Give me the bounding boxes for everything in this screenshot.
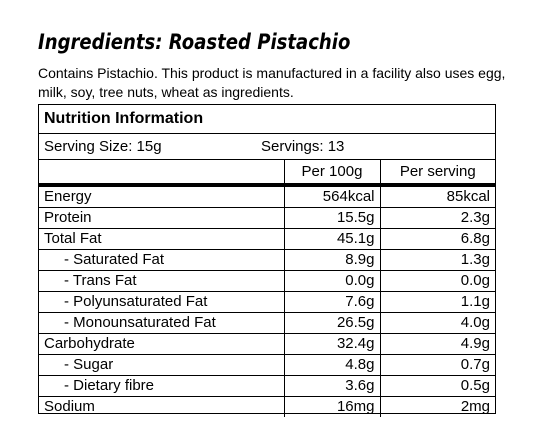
per-serving-value: 4.9g bbox=[379, 333, 495, 355]
nutrient-label: - Sugar bbox=[39, 354, 284, 376]
nutrient-label: - Polyunsaturated Fat bbox=[39, 291, 284, 313]
per-100g-value: 4.8g bbox=[283, 354, 380, 376]
nutrient-label: - Saturated Fat bbox=[39, 249, 284, 271]
per-100g-value: 3.6g bbox=[283, 375, 380, 397]
nutrient-row-sugar: - Sugar 4.8g 0.7g bbox=[39, 354, 495, 376]
nutrient-header bbox=[39, 160, 284, 187]
nutrient-label: Carbohydrate bbox=[39, 333, 284, 355]
per-serving-value: 6.8g bbox=[379, 228, 495, 250]
column-header-row: Per 100g Per serving bbox=[39, 160, 495, 187]
nutrient-row-trans-fat: - Trans Fat 0.0g 0.0g bbox=[39, 270, 495, 292]
per-100g-value: 0.0g bbox=[283, 270, 380, 292]
per-serving-header: Per serving bbox=[379, 160, 495, 187]
per-100g-value: 32.4g bbox=[283, 333, 380, 355]
per-100g-value: 45.1g bbox=[283, 228, 380, 250]
nutrient-row-carbohydrate: Carbohydrate 32.4g 4.9g bbox=[39, 333, 495, 355]
nutrition-table: Per 100g Per serving Energy 564kcal 85kc… bbox=[39, 160, 495, 418]
per-serving-value: 1.3g bbox=[379, 249, 495, 271]
nutrient-label: - Trans Fat bbox=[39, 270, 284, 292]
allergen-description: Contains Pistachio. This product is manu… bbox=[38, 65, 506, 100]
nutrient-label: Protein bbox=[39, 207, 284, 229]
nutrient-row-dietary-fibre: - Dietary fibre 3.6g 0.5g bbox=[39, 375, 495, 397]
nutrient-row-sodium: Sodium 16mg 2mg bbox=[39, 396, 495, 418]
nutrient-row-protein: Protein 15.5g 2.3g bbox=[39, 207, 495, 229]
nutrition-panel: Nutrition Information Serving Size: 15g … bbox=[38, 104, 496, 418]
nutrient-label: - Monounsaturated Fat bbox=[39, 312, 284, 334]
per-100g-value: 8.9g bbox=[283, 249, 380, 271]
serving-size: Serving Size: 15g bbox=[44, 138, 162, 155]
per-serving-value: 1.1g bbox=[379, 291, 495, 313]
per-serving-value: 0.5g bbox=[379, 375, 495, 397]
nutrient-label: - Dietary fibre bbox=[39, 375, 284, 397]
nutrient-row-energy: Energy 564kcal 85kcal bbox=[39, 185, 495, 208]
servings-count: Servings: 13 bbox=[261, 138, 345, 155]
nutrient-label: Sodium bbox=[39, 396, 284, 418]
per-serving-value: 4.0g bbox=[379, 312, 495, 334]
per-serving-value: 0.7g bbox=[379, 354, 495, 376]
per-100g-value: 15.5g bbox=[283, 207, 380, 229]
nutrient-label: Energy bbox=[44, 188, 92, 205]
per-serving-value: 2mg bbox=[379, 396, 495, 418]
per-100g-value: 7.6g bbox=[283, 291, 380, 313]
per-serving-value: 2.3g bbox=[379, 207, 495, 229]
nutrient-row-polyunsaturated-fat: - Polyunsaturated Fat 7.6g 1.1g bbox=[39, 291, 495, 313]
nutrient-row-total-fat: Total Fat 45.1g 6.8g bbox=[39, 228, 495, 250]
nutrition-panel-title: Nutrition Information bbox=[39, 105, 495, 134]
per-serving-value: 85kcal bbox=[379, 185, 495, 208]
nutrient-row-monounsaturated-fat: - Monounsaturated Fat 26.5g 4.0g bbox=[39, 312, 495, 334]
nutrient-label: Total Fat bbox=[39, 228, 284, 250]
serving-info-row: Serving Size: 15g Servings: 13 bbox=[39, 134, 495, 160]
per-serving-value: 0.0g bbox=[379, 270, 495, 292]
per-100g-value: 16mg bbox=[283, 396, 380, 418]
per-100g-header: Per 100g bbox=[283, 160, 380, 187]
nutrient-row-saturated-fat: - Saturated Fat 8.9g 1.3g bbox=[39, 249, 495, 271]
per-100g-value: 26.5g bbox=[283, 312, 380, 334]
ingredients-heading: Ingredients: Roasted Pistachio bbox=[38, 30, 351, 54]
per-100g-value: 564kcal bbox=[283, 185, 380, 208]
